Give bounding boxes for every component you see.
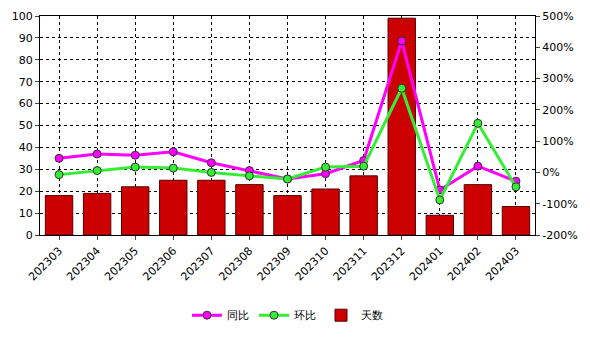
svg-text:202307: 202307 (178, 245, 217, 284)
svg-text:40: 40 (19, 141, 33, 154)
svg-text:50: 50 (19, 119, 33, 132)
svg-text:202311: 202311 (331, 245, 370, 284)
svg-text:202310: 202310 (293, 245, 332, 284)
svg-text:20: 20 (19, 185, 33, 198)
svg-text:200%: 200% (542, 104, 573, 117)
svg-text:-100%: -100% (542, 198, 577, 211)
svg-text:0%: 0% (542, 166, 559, 179)
svg-text:202402: 202402 (445, 245, 484, 284)
svg-text:202403: 202403 (483, 245, 522, 284)
svg-text:80: 80 (19, 54, 33, 67)
svg-text:同比: 同比 (227, 309, 249, 322)
svg-text:202308: 202308 (217, 245, 256, 284)
svg-text:60: 60 (19, 97, 33, 110)
svg-text:202306: 202306 (140, 245, 179, 284)
svg-text:100: 100 (12, 10, 33, 23)
svg-text:30: 30 (19, 163, 33, 176)
svg-text:202305: 202305 (102, 245, 141, 284)
svg-text:202304: 202304 (64, 245, 103, 284)
svg-text:300%: 300% (542, 72, 573, 85)
svg-text:202309: 202309 (255, 245, 294, 284)
svg-text:500%: 500% (542, 10, 573, 23)
svg-text:90: 90 (19, 32, 33, 45)
svg-text:100%: 100% (542, 135, 573, 148)
svg-text:202312: 202312 (369, 245, 408, 284)
svg-text:环比: 环比 (294, 309, 316, 322)
svg-text:70: 70 (19, 76, 33, 89)
svg-text:0: 0 (26, 229, 33, 242)
svg-text:202303: 202303 (26, 245, 65, 284)
svg-text:400%: 400% (542, 41, 573, 54)
svg-text:10: 10 (19, 207, 33, 220)
svg-text:天数: 天数 (361, 309, 383, 322)
svg-text:-200%: -200% (542, 229, 577, 242)
svg-text:202401: 202401 (407, 245, 446, 284)
